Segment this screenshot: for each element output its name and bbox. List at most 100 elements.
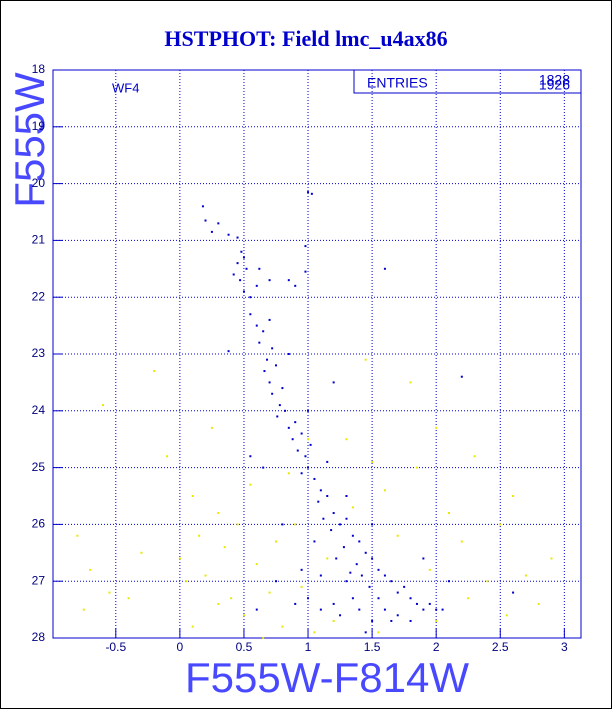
point xyxy=(390,619,393,622)
point xyxy=(283,409,286,412)
point xyxy=(345,438,348,441)
point xyxy=(255,563,258,566)
point xyxy=(300,568,303,571)
point xyxy=(364,551,367,554)
point xyxy=(371,460,374,463)
point xyxy=(76,534,79,537)
point xyxy=(415,602,418,605)
point xyxy=(512,591,515,594)
point xyxy=(428,568,431,571)
point xyxy=(140,551,143,554)
point xyxy=(371,557,374,560)
point xyxy=(255,608,258,611)
x-tick-label: 1 xyxy=(305,640,312,654)
point xyxy=(287,472,290,475)
point xyxy=(467,597,470,600)
point xyxy=(242,614,245,617)
point xyxy=(319,608,322,611)
point xyxy=(227,233,230,236)
point xyxy=(281,387,284,390)
point xyxy=(339,523,342,526)
point xyxy=(460,540,463,543)
point xyxy=(512,495,515,497)
point xyxy=(313,477,316,480)
point xyxy=(448,580,450,583)
point xyxy=(108,591,111,594)
point xyxy=(153,370,156,373)
point xyxy=(358,608,361,611)
point xyxy=(345,580,348,583)
point xyxy=(127,597,130,600)
point xyxy=(294,602,297,605)
point xyxy=(377,631,380,634)
x-tick-label: 1.5 xyxy=(364,640,381,654)
point xyxy=(249,296,252,299)
point xyxy=(268,381,271,384)
point xyxy=(383,489,386,492)
point xyxy=(422,557,425,560)
x-tick-label: 0 xyxy=(177,640,184,654)
point xyxy=(281,625,284,628)
point xyxy=(274,580,277,583)
point xyxy=(300,585,303,588)
point xyxy=(204,574,207,577)
point xyxy=(342,546,345,549)
point xyxy=(345,517,348,520)
point xyxy=(307,191,310,194)
point xyxy=(271,347,274,350)
point xyxy=(377,568,380,571)
point xyxy=(358,540,361,543)
y-tick-label: 27 xyxy=(32,573,46,587)
point xyxy=(268,318,271,321)
x-tick-label: 0.5 xyxy=(236,640,253,654)
point xyxy=(428,602,431,605)
point xyxy=(198,534,201,537)
stats-label: ENTRIES xyxy=(367,75,428,91)
point xyxy=(310,192,313,195)
point xyxy=(390,580,393,583)
point xyxy=(309,443,312,446)
x-tick-label: 3 xyxy=(561,640,568,654)
point xyxy=(351,534,354,537)
y-tick-label: 19 xyxy=(32,119,46,133)
y-tick-label: 24 xyxy=(32,403,46,417)
point xyxy=(351,506,354,509)
point xyxy=(345,495,348,497)
point xyxy=(332,619,335,622)
point xyxy=(364,358,367,361)
point xyxy=(435,619,438,622)
point xyxy=(287,353,290,355)
point xyxy=(396,534,399,537)
annotation: WF4 xyxy=(112,80,139,95)
point xyxy=(236,262,239,265)
y-axis-label: F555W xyxy=(6,72,53,208)
point xyxy=(245,267,248,270)
point xyxy=(266,358,269,361)
point xyxy=(326,557,329,560)
point xyxy=(287,279,290,282)
point xyxy=(304,245,307,248)
point xyxy=(274,364,277,367)
point xyxy=(101,404,104,407)
point xyxy=(281,523,284,526)
point xyxy=(326,495,329,497)
point xyxy=(249,313,252,316)
point xyxy=(313,631,316,634)
point xyxy=(435,608,438,611)
point xyxy=(396,614,399,617)
point xyxy=(230,597,233,600)
point xyxy=(448,512,450,515)
point xyxy=(537,602,540,605)
point xyxy=(355,563,358,566)
point xyxy=(435,426,438,429)
point xyxy=(307,409,310,412)
point xyxy=(276,415,279,418)
point xyxy=(217,512,220,515)
point xyxy=(377,597,380,600)
point xyxy=(185,580,188,583)
stats-value: 1926 xyxy=(539,77,570,93)
point xyxy=(262,330,265,333)
point xyxy=(223,546,226,549)
point xyxy=(191,625,194,628)
